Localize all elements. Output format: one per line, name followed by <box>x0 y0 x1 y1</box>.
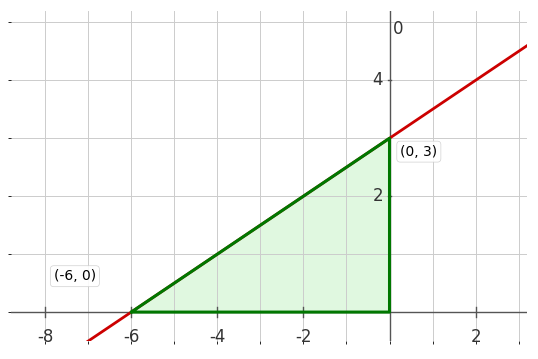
Text: 2: 2 <box>470 328 481 346</box>
Polygon shape <box>131 138 390 312</box>
Text: (0, 3): (0, 3) <box>400 145 437 159</box>
Text: 4: 4 <box>372 71 383 89</box>
Text: 0: 0 <box>393 20 404 38</box>
Text: 2: 2 <box>372 187 383 205</box>
Text: (-6, 0): (-6, 0) <box>54 269 96 283</box>
Text: -8: -8 <box>37 328 53 346</box>
Text: -4: -4 <box>209 328 225 346</box>
Text: -2: -2 <box>295 328 312 346</box>
Text: -6: -6 <box>123 328 139 346</box>
